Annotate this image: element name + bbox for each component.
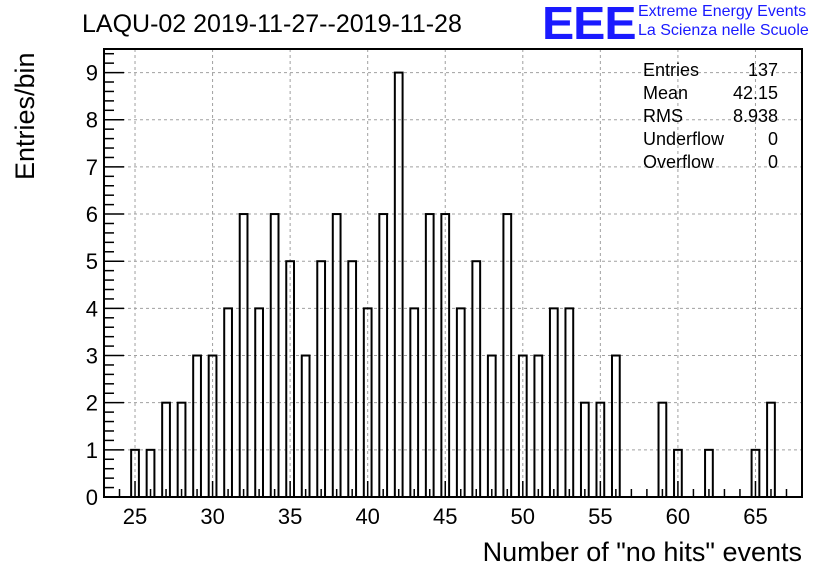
x-tick-label: 55 [588,504,612,529]
y-tick-label: 7 [86,155,98,180]
histogram-bar [471,260,482,499]
y-axis-label: Entries/bin [10,52,40,180]
stat-mean-label: Mean [643,83,689,103]
y-tick-label: 8 [86,108,98,133]
eee-logo: EEE [542,0,637,49]
x-tick-label: 45 [433,504,457,529]
stat-rms-value: 8.938 [732,106,778,126]
y-tick-label: 9 [86,61,98,86]
y-tick-label: 6 [86,202,98,227]
stat-rms-label: RMS [643,106,683,126]
stat-underflow-label: Underflow [643,129,725,149]
histogram-bar [347,260,358,499]
x-tick-label: 50 [511,504,535,529]
x-axis-label: Number of "no hits" events [482,537,802,567]
y-tick-label: 5 [86,249,98,274]
stat-underflow-value: 0 [767,129,778,149]
histogram-bar [533,354,544,498]
y-tick-label: 1 [86,438,98,463]
histogram-bar [192,354,202,498]
stat-entries-label: Entries [643,60,700,80]
logo-text-line2: La Scienza nelle Scuole [638,22,809,39]
stat-overflow-label: Overflow [643,152,715,172]
x-tick-label: 30 [200,504,224,529]
y-tick-label: 4 [86,296,98,321]
histogram-bar [300,354,311,498]
histogram-bar [393,71,404,498]
histogram-bar [610,354,621,498]
plot-axes [103,48,803,498]
logo-text-line1: Extreme Energy Events [638,3,807,20]
x-tick-label: 25 [123,504,147,529]
x-tick-label: 60 [666,504,690,529]
histogram-bar [316,260,327,499]
y-tick-label: 2 [86,391,98,416]
chart-title: LAQU-02 2019-11-27--2019-11-28 [82,10,462,38]
histogram-bar [486,354,497,498]
stat-overflow-value: 0 [767,152,778,172]
stat-entries-value: 137 [747,60,778,80]
y-tick-label: 3 [86,344,98,369]
x-tick-label: 35 [278,504,302,529]
plot-frame [103,48,803,498]
x-tick-label: 40 [355,504,379,529]
y-tick-label: 0 [86,485,98,510]
stat-mean-value: 42.15 [732,83,778,103]
x-tick-label: 65 [743,504,767,529]
grid-lines [104,49,802,497]
